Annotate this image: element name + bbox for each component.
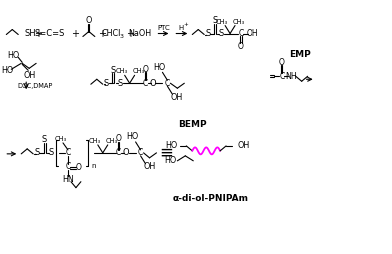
Text: OH: OH [170,93,183,102]
Text: NaOH: NaOH [128,29,151,38]
Text: HO: HO [1,66,13,75]
Text: O: O [116,134,122,144]
Text: CH₃: CH₃ [89,138,101,144]
Text: H: H [179,25,184,30]
Text: CH₃: CH₃ [132,68,145,74]
Text: O: O [86,16,92,25]
Text: C: C [65,162,71,171]
Text: C: C [116,148,121,157]
Text: +: + [183,22,188,27]
Text: NH: NH [285,72,297,81]
Text: S=C=S: S=C=S [35,29,65,38]
Text: CH₃: CH₃ [116,68,128,74]
Text: HO: HO [165,141,177,150]
Text: O: O [122,148,129,157]
Text: CHCl: CHCl [101,29,120,38]
Text: EMP: EMP [289,50,310,59]
Text: BEMP: BEMP [178,120,207,129]
Text: OH: OH [23,71,35,80]
Text: ≡: ≡ [160,144,173,162]
Text: OH: OH [246,29,258,38]
Text: HO: HO [153,63,165,72]
Text: S: S [103,79,109,88]
Text: HN: HN [62,175,74,184]
Text: +: + [125,28,134,39]
Text: HO: HO [127,132,139,141]
Text: DCC,DMAP: DCC,DMAP [17,83,53,89]
Text: CH₃: CH₃ [216,19,228,25]
Text: S: S [42,135,47,145]
Text: S: S [49,148,54,157]
Text: S: S [111,66,116,75]
Text: n: n [92,163,96,169]
Text: C: C [143,79,148,88]
Text: S: S [117,79,122,88]
Text: PTC: PTC [157,25,170,30]
Text: C: C [165,79,170,88]
Text: +: + [34,28,42,39]
Text: C: C [65,148,71,157]
Text: CH₃: CH₃ [55,136,67,142]
Text: 3: 3 [119,34,123,39]
Text: OH: OH [237,141,249,150]
Text: +: + [98,28,106,39]
Text: OH: OH [143,162,156,171]
Text: α-di-ol-PNIPAm: α-di-ol-PNIPAm [172,194,248,203]
Text: HO: HO [164,156,176,165]
Text: +: + [71,28,79,39]
Text: SH: SH [24,29,36,38]
Text: S: S [212,16,217,25]
Text: CH₃: CH₃ [233,19,245,25]
Text: O: O [76,163,82,172]
Text: O: O [238,42,244,51]
Text: C: C [279,72,285,81]
Text: O: O [279,58,285,67]
Text: S: S [34,148,39,157]
Text: CH₃: CH₃ [106,138,118,144]
Text: C: C [238,29,244,38]
Text: HO: HO [7,51,19,60]
Text: O: O [149,79,156,88]
Text: S: S [205,29,211,38]
Text: O: O [143,65,149,74]
Text: S: S [218,29,224,38]
Text: C: C [138,148,143,157]
